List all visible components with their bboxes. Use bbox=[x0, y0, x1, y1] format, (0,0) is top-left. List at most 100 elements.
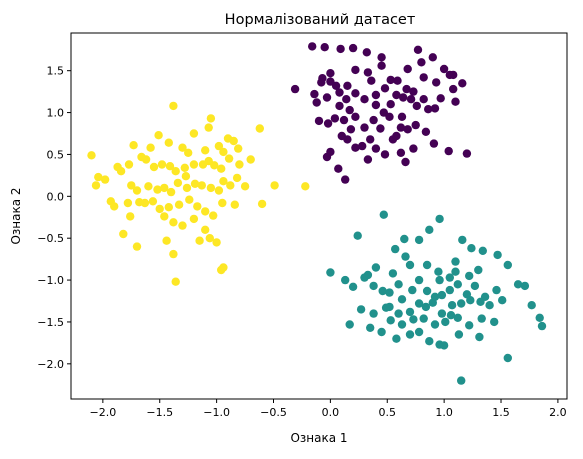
data-point-s2-68 bbox=[230, 200, 239, 209]
data-point-s0-28 bbox=[403, 64, 412, 74]
data-point-s1-86 bbox=[439, 341, 449, 350]
data-point-s2-26 bbox=[157, 160, 167, 169]
data-point-s2-50 bbox=[214, 186, 224, 195]
x-tick-label: 1.0 bbox=[435, 406, 453, 419]
data-point-s2-17 bbox=[87, 151, 96, 160]
data-point-s0-31 bbox=[322, 93, 332, 102]
x-tick-label: −0.5 bbox=[260, 406, 287, 419]
data-point-s2-84 bbox=[219, 263, 228, 272]
data-point-s0-62 bbox=[411, 120, 420, 130]
data-point-s2-63 bbox=[185, 195, 194, 204]
data-point-s2-37 bbox=[246, 155, 255, 164]
data-point-s0-47 bbox=[451, 97, 460, 106]
data-point-s2-59 bbox=[148, 197, 158, 206]
data-point-s2-9 bbox=[129, 141, 138, 150]
data-point-s2-42 bbox=[153, 185, 162, 194]
data-point-s1-14 bbox=[371, 263, 381, 272]
data-point-s1-84 bbox=[457, 376, 466, 385]
data-point-s1-76 bbox=[392, 334, 401, 343]
data-point-s2-18 bbox=[94, 172, 103, 182]
points-layer bbox=[87, 42, 547, 385]
data-point-s0-22 bbox=[367, 76, 376, 85]
data-point-s0-89 bbox=[392, 131, 401, 141]
data-point-s2-0 bbox=[169, 101, 178, 111]
data-point-s0-51 bbox=[339, 115, 349, 125]
data-point-s1-6 bbox=[458, 235, 467, 245]
data-point-s0-60 bbox=[397, 112, 407, 122]
data-point-s1-70 bbox=[430, 320, 440, 329]
data-point-s0-54 bbox=[335, 101, 344, 111]
data-point-s2-19 bbox=[100, 175, 110, 184]
data-point-s2-34 bbox=[217, 164, 226, 173]
data-point-s0-1 bbox=[320, 43, 329, 52]
data-point-s2-70 bbox=[110, 202, 119, 211]
data-point-s2-46 bbox=[182, 183, 192, 193]
x-tick-label: 2.0 bbox=[549, 406, 567, 419]
data-point-s1-73 bbox=[465, 321, 474, 330]
data-point-s1-60 bbox=[498, 296, 507, 305]
data-point-s0-26 bbox=[409, 87, 418, 96]
data-point-s2-47 bbox=[190, 179, 200, 188]
data-point-s0-0 bbox=[308, 42, 317, 51]
data-point-s2-51 bbox=[219, 177, 228, 186]
data-point-s2-21 bbox=[116, 167, 126, 176]
data-point-s2-35 bbox=[224, 154, 234, 163]
data-point-s1-61 bbox=[527, 301, 536, 310]
data-point-s1-7 bbox=[467, 244, 476, 253]
data-point-s0-73 bbox=[396, 148, 406, 157]
data-point-s2-60 bbox=[155, 204, 164, 214]
data-point-s0-69 bbox=[366, 135, 375, 144]
data-point-s0-21 bbox=[343, 81, 352, 91]
x-tick-label: 0.5 bbox=[379, 406, 397, 419]
data-point-s1-25 bbox=[503, 260, 512, 270]
data-point-s1-11 bbox=[451, 257, 460, 266]
data-point-s2-64 bbox=[193, 202, 202, 211]
data-point-s0-64 bbox=[429, 139, 439, 148]
data-point-s1-46 bbox=[356, 305, 366, 314]
data-point-s0-66 bbox=[343, 135, 352, 144]
data-point-s1-75 bbox=[490, 317, 499, 327]
x-tick-label: 0.0 bbox=[322, 406, 340, 419]
data-point-s1-16 bbox=[388, 269, 398, 278]
data-point-s1-53 bbox=[428, 298, 437, 307]
data-point-s1-85 bbox=[537, 321, 547, 331]
data-point-s1-12 bbox=[401, 252, 410, 261]
data-point-s0-50 bbox=[330, 114, 340, 123]
data-point-s0-9 bbox=[326, 69, 335, 78]
data-point-s2-7 bbox=[255, 124, 264, 133]
data-point-s2-55 bbox=[301, 182, 310, 191]
data-point-s2-10 bbox=[146, 143, 155, 152]
data-point-s2-74 bbox=[189, 214, 199, 224]
data-point-s1-52 bbox=[421, 302, 431, 312]
data-point-s0-7 bbox=[351, 65, 360, 75]
data-point-s1-74 bbox=[477, 314, 486, 323]
data-point-s1-2 bbox=[425, 225, 434, 234]
y-axis-label: Ознака 2 bbox=[9, 187, 23, 244]
data-point-s0-85 bbox=[386, 100, 395, 109]
data-point-s1-81 bbox=[454, 330, 464, 339]
data-point-s1-21 bbox=[445, 273, 454, 282]
data-point-s0-87 bbox=[346, 125, 356, 134]
data-point-s1-88 bbox=[446, 311, 456, 320]
data-point-s0-63 bbox=[421, 127, 431, 136]
data-point-s0-48 bbox=[314, 116, 324, 126]
data-point-s0-5 bbox=[377, 53, 386, 62]
data-point-s0-44 bbox=[430, 104, 440, 113]
data-point-s0-45 bbox=[436, 94, 445, 103]
data-point-s1-38 bbox=[445, 285, 454, 295]
data-point-s1-66 bbox=[386, 316, 395, 325]
data-point-s0-11 bbox=[428, 53, 437, 62]
data-point-s2-65 bbox=[201, 207, 210, 216]
data-point-s2-85 bbox=[171, 277, 180, 286]
data-point-s2-27 bbox=[165, 162, 175, 171]
x-tick-label: −1.5 bbox=[146, 406, 173, 419]
data-point-s0-38 bbox=[392, 90, 401, 100]
data-point-s0-4 bbox=[362, 48, 371, 57]
data-point-s2-43 bbox=[160, 183, 169, 193]
data-point-s0-49 bbox=[323, 119, 333, 128]
data-point-s0-58 bbox=[385, 112, 394, 122]
data-point-s1-17 bbox=[405, 260, 415, 270]
data-point-s1-45 bbox=[520, 281, 530, 291]
y-tick-label: −1.5 bbox=[37, 316, 64, 329]
